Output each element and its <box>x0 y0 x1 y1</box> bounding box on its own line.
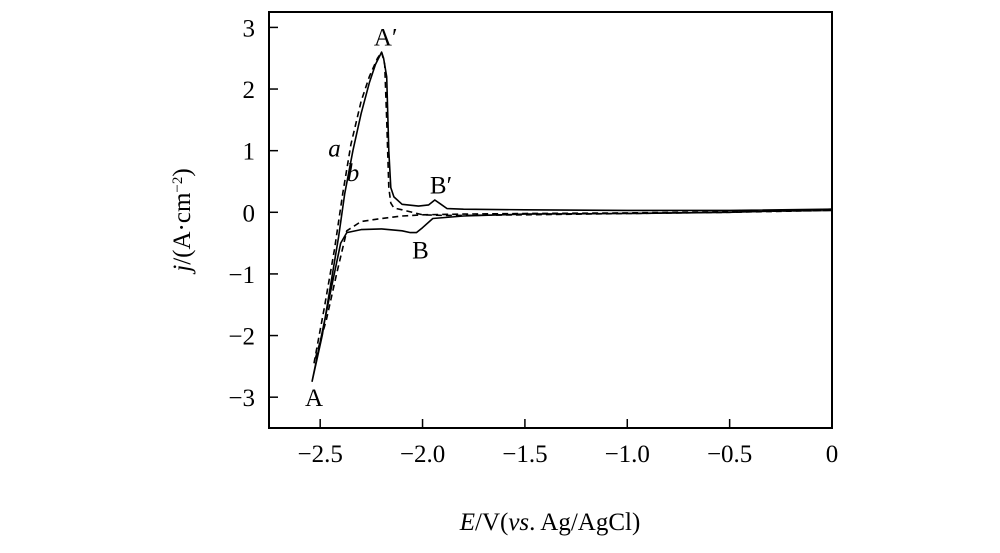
y-axis-ticks: 3 2 1 0 −1 −2 −3 <box>228 15 278 412</box>
series-line-b <box>311 51 833 382</box>
y-tick-label: −1 <box>228 262 255 289</box>
x-tick-label: 0 <box>826 441 839 468</box>
annotation-A: A <box>305 385 323 412</box>
x-tick-label: −1.5 <box>502 441 547 468</box>
y-axis-title: j/(A·cm−2) <box>169 168 196 274</box>
y-tick-label: 3 <box>243 15 256 42</box>
x-tick-label: −2.0 <box>400 441 445 468</box>
x-tick-label: −0.5 <box>707 441 752 468</box>
curve-annotations: A A′ B B′ ab <box>305 25 452 413</box>
data-series <box>311 51 833 382</box>
x-axis-ticks: −2.5 −2.0 −1.5 −1.0 −0.5 0 <box>298 419 839 468</box>
x-tick-label: −2.5 <box>298 441 343 468</box>
series-line-a <box>313 51 833 364</box>
y-tick-label: −3 <box>228 385 255 412</box>
y-tick-label: −2 <box>228 324 255 351</box>
annotation-curve-b: b <box>347 160 360 187</box>
plot-frame <box>268 11 833 429</box>
y-tick-label: 0 <box>243 200 256 227</box>
annotation-curve-a: a <box>328 136 341 163</box>
annotation-B: B <box>412 237 429 264</box>
x-tick-label: −1.0 <box>605 441 650 468</box>
annotation-A-prime: A′ <box>374 25 398 52</box>
y-tick-label: 1 <box>243 139 256 166</box>
x-axis-title: E/V(vs. Ag/AgCl) <box>459 509 641 536</box>
annotation-B-prime: B′ <box>430 173 452 200</box>
y-tick-label: 2 <box>243 77 256 104</box>
